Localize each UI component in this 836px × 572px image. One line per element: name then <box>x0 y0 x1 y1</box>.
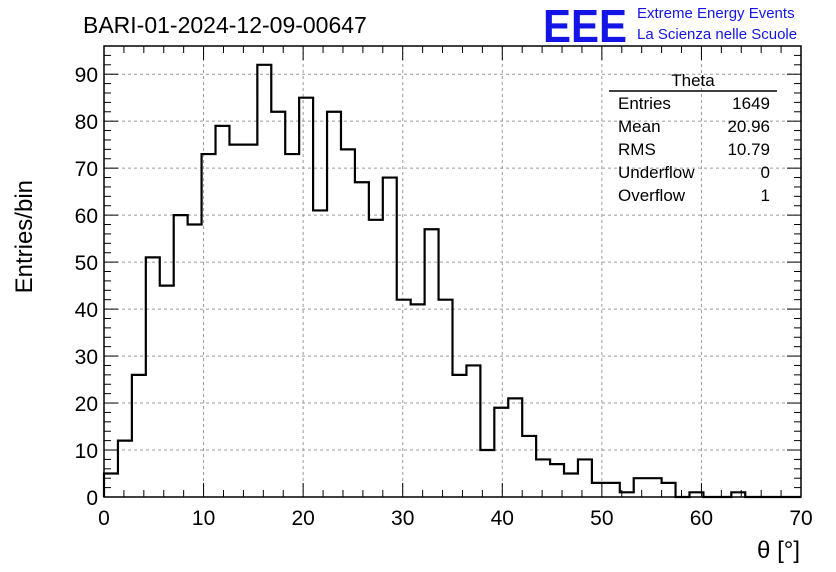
y-tick-label: 70 <box>75 158 98 181</box>
y-tick-labels: 0 10 20 30 40 50 60 70 80 90 <box>75 64 98 510</box>
x-tick-labels: 0 10 20 30 40 50 60 70 <box>98 507 813 530</box>
stats-label: Underflow <box>618 163 695 182</box>
y-tick-label: 0 <box>86 487 98 510</box>
x-tick-label: 10 <box>192 507 215 530</box>
grid-lines <box>104 46 801 497</box>
stats-value: 0 <box>761 163 770 182</box>
y-tick-label: 10 <box>75 440 98 463</box>
stats-value: 10.79 <box>727 140 770 159</box>
logo-line-1: Extreme Energy Events <box>637 5 795 22</box>
x-tick-label: 50 <box>590 507 613 530</box>
y-axis-title: Entries/bin <box>11 180 38 293</box>
stats-value: 20.96 <box>727 117 770 136</box>
histogram-line <box>102 63 801 499</box>
y-tick-label: 20 <box>75 393 98 416</box>
axis-ticks <box>103 45 802 498</box>
y-tick-label: 60 <box>75 205 98 228</box>
x-tick-label: 20 <box>291 507 314 530</box>
stats-label: RMS <box>618 140 656 159</box>
y-tick-label: 30 <box>75 346 98 369</box>
eee-logo: EEE <box>543 0 627 52</box>
x-tick-label: 30 <box>391 507 414 530</box>
stats-label: Entries <box>618 94 671 113</box>
x-tick-label: 70 <box>789 507 812 530</box>
y-tick-label: 50 <box>75 252 98 275</box>
plot-frame <box>103 45 802 498</box>
stats-title: Theta <box>671 71 715 90</box>
x-axis-title: θ [°] <box>757 537 800 564</box>
x-tick-label: 40 <box>491 507 514 530</box>
stats-box: Theta Entries 1649 Mean 20.96 RMS 10.79 Underf… <box>609 71 777 205</box>
stats-value: 1 <box>761 186 770 205</box>
x-tick-label: 60 <box>690 507 713 530</box>
stats-label: Mean <box>618 117 661 136</box>
chart-title: BARI-01-2024-12-09-00647 <box>83 12 367 38</box>
x-tick-label: 0 <box>98 507 110 530</box>
stats-value: 1649 <box>732 94 770 113</box>
y-tick-label: 40 <box>75 299 98 322</box>
logo-line-2: La Scienza nelle Scuole <box>637 26 797 43</box>
stats-label: Overflow <box>618 186 686 205</box>
y-tick-label: 90 <box>75 64 98 87</box>
y-tick-label: 80 <box>75 111 98 134</box>
